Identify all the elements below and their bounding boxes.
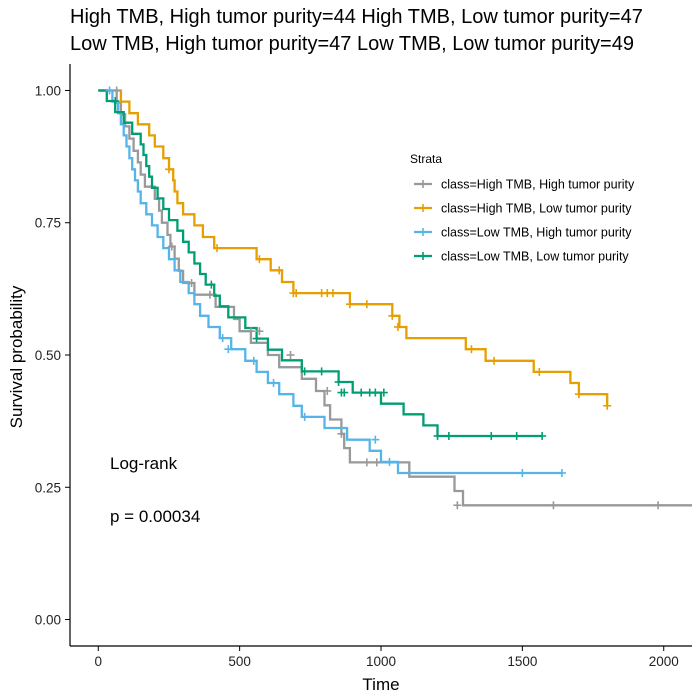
censor-mark [249, 356, 258, 365]
censor-mark [487, 431, 496, 440]
legend-label: class=High TMB, Low tumor purity [441, 202, 632, 216]
censor-mark [167, 242, 176, 251]
censor-mark [340, 388, 349, 397]
legend-key [414, 228, 432, 236]
censor-mark [255, 327, 264, 336]
censor-mark [112, 86, 121, 95]
legend-key [414, 204, 432, 212]
x-tick-label: 1500 [507, 654, 537, 669]
censor-mark [252, 334, 261, 343]
censor-mark [444, 431, 453, 440]
legend-label: class=Low TMB, Low tumor purity [441, 250, 629, 264]
censor-mark [518, 468, 527, 477]
censor-mark [371, 435, 380, 444]
y-tick-label: 0.00 [35, 613, 61, 628]
x-tick-label: 1000 [366, 654, 396, 669]
censor-mark [269, 379, 278, 388]
censor-mark [574, 390, 583, 399]
censor-mark [388, 311, 397, 320]
legend-key [414, 252, 432, 260]
censor-mark [255, 255, 264, 264]
censor-mark [205, 290, 214, 299]
censor-mark [207, 280, 216, 289]
censor-mark [557, 468, 566, 477]
y-tick-label: 0.50 [35, 348, 61, 363]
censor-mark [379, 388, 388, 397]
legend-label: class=High TMB, High tumor purity [441, 178, 635, 192]
survival-curve-1 [98, 89, 692, 507]
y-tick-label: 0.75 [35, 216, 61, 231]
x-axis-title: Time [362, 675, 399, 694]
censor-mark [538, 431, 547, 440]
censor-mark [300, 367, 309, 376]
y-tick-label: 0.25 [35, 480, 61, 495]
censor-mark [105, 86, 114, 95]
censor-mark [328, 289, 337, 298]
censor-mark [549, 501, 558, 510]
censor-mark [213, 244, 222, 253]
censor-mark [300, 412, 309, 421]
censor-mark [246, 327, 255, 336]
chart-title-line-1: High TMB, High tumor purity=44 High TMB,… [70, 6, 643, 28]
x-tick-label: 2000 [649, 654, 679, 669]
x-tick-label: 500 [228, 654, 251, 669]
censor-mark [453, 501, 462, 510]
censor-mark [275, 266, 284, 275]
censor-mark [317, 367, 326, 376]
censor-mark [372, 458, 381, 467]
censor-mark [490, 356, 499, 365]
censor-mark [371, 388, 380, 397]
censor-mark [362, 300, 371, 309]
y-ticks: 0.00 0.25 0.50 0.75 1.00 [35, 83, 70, 628]
censor-mark [334, 377, 343, 386]
censor-mark [603, 401, 612, 410]
censor-mark [218, 334, 227, 343]
censor-mark [535, 367, 544, 376]
censor-mark [187, 279, 196, 288]
censor-mark [224, 345, 233, 354]
y-tick-label: 1.00 [35, 83, 61, 98]
series-group [98, 89, 692, 507]
censor-mark [433, 431, 442, 440]
censor-mark [164, 165, 173, 174]
legend: Strata class=High TMB, High tumor purity… [410, 152, 635, 264]
chart-title-line-2: Low TMB, High tumor purity=47 Low TMB, L… [70, 33, 634, 55]
survival-curve-3 [98, 89, 562, 475]
p-value-label: p = 0.00034 [110, 507, 200, 526]
censor-mark [512, 431, 521, 440]
censor-mark [362, 458, 371, 467]
censor-mark [467, 345, 476, 354]
chart-title: High TMB, High tumor purity=44 High TMB,… [70, 4, 700, 58]
censor-mark [393, 322, 402, 331]
censor-mark [654, 501, 663, 510]
legend-label: class=Low TMB, High tumor purity [441, 226, 632, 240]
censor-marks [105, 86, 663, 510]
x-tick-label: 0 [95, 654, 103, 669]
x-ticks: 0 500 1000 1500 2000 [95, 646, 679, 669]
censor-mark [286, 351, 295, 359]
censor-mark [292, 289, 301, 298]
censor-mark [337, 429, 346, 438]
logrank-label: Log-rank [110, 454, 178, 473]
censor-mark [111, 97, 120, 106]
censor-mark [385, 457, 394, 466]
legend-title: Strata [410, 152, 442, 166]
censor-mark [357, 388, 366, 397]
legend-key [414, 180, 432, 188]
censor-mark [345, 300, 354, 309]
censor-mark [323, 386, 332, 395]
y-axis-title: Survival probability [7, 285, 26, 428]
